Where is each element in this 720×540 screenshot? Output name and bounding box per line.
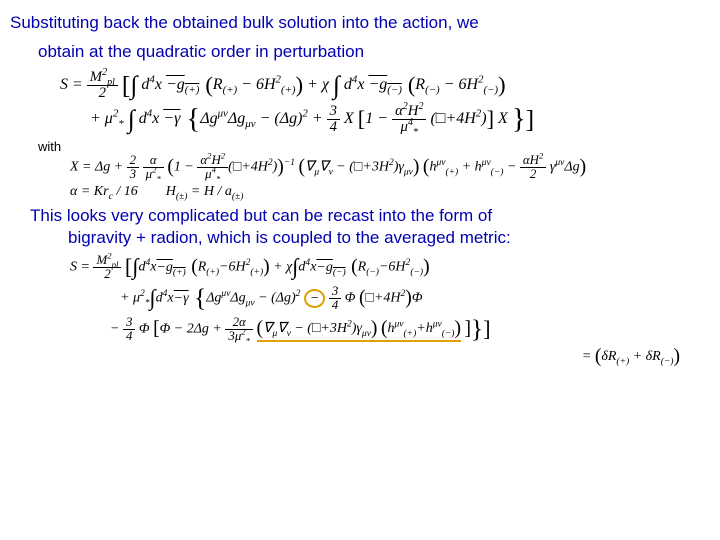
with-label: with: [38, 139, 710, 154]
eq-action-1: S = M2pl2 [∫ d4x −g(+) (R(+) − 6H2(+)) +…: [60, 70, 710, 100]
eq-action-2c: − 34 Φ [Φ − 2Δg + 2α3μ2* (∇μ∇ν − (□+3H2)…: [110, 316, 710, 343]
body-line1: This looks very complicated but can be r…: [30, 205, 710, 228]
eq-action-2a: S = M2pl2 [∫d4x−g(+) (R(+)−6H2(+)) + χ∫d…: [70, 254, 710, 281]
eq-action-2b: + μ2*∫d4x−γ {ΔgμνΔgμν − (Δg)2 − 34 Φ (□+…: [120, 285, 710, 312]
eq-defs: α = Krc / 16 H(±) = H / a(±): [70, 185, 710, 199]
intro-line1: Substituting back the obtained bulk solu…: [10, 12, 710, 35]
body-line2: bigravity + radion, which is coupled to …: [68, 227, 710, 250]
eq-action-2rhs: = (δR(+) + δR(−)): [70, 347, 680, 367]
intro-line2: obtain at the quadratic order in perturb…: [38, 41, 710, 64]
eq-action-1b: + μ2* ∫ d4x −γ {ΔgμνΔgμν − (Δg)2 + 34 X …: [90, 104, 710, 134]
eq-X: X = Δg + 23 αμ2* (1 − α2H2μ4*(□+4H2))−1 …: [70, 154, 710, 181]
